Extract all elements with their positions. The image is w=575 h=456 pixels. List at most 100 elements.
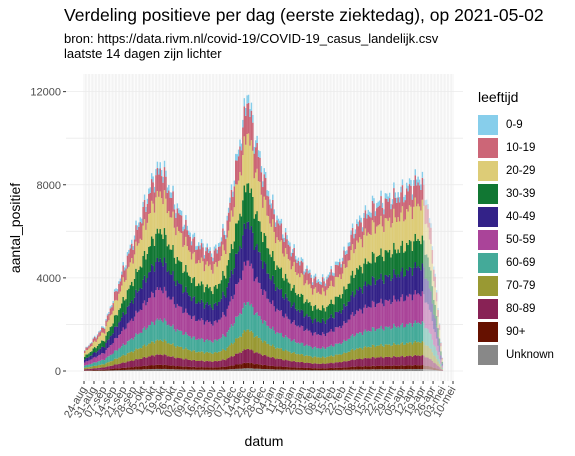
- bar-segment: [180, 306, 183, 331]
- bar-segment: [327, 332, 330, 347]
- bar-segment: [267, 248, 270, 274]
- bar-segment: [180, 369, 183, 371]
- bar-segment: [176, 357, 179, 366]
- bar-segment: [235, 253, 237, 285]
- bar-segment: [428, 218, 431, 223]
- bar-segment: [84, 365, 86, 368]
- bar-segment: [319, 368, 321, 371]
- bar-segment: [293, 351, 295, 361]
- bar-segment: [428, 222, 431, 240]
- bar-segment: [424, 278, 426, 303]
- bar-segment: [136, 334, 139, 350]
- bar-segment: [95, 337, 97, 339]
- bar-segment: [423, 322, 425, 343]
- bar-segment: [173, 304, 176, 330]
- bar-segment: [179, 358, 181, 367]
- bar-segment: [427, 357, 429, 366]
- bar-segment: [299, 312, 301, 328]
- bar-segment: [156, 161, 159, 168]
- bar-segment: [249, 266, 251, 306]
- bar-segment: [172, 356, 174, 366]
- bar-segment: [287, 367, 290, 370]
- bar-segment: [163, 339, 166, 355]
- bar-segment: [122, 296, 124, 313]
- y-tick-label: 0: [55, 366, 61, 378]
- bar-segment: [361, 293, 364, 314]
- bar-segment: [360, 348, 362, 359]
- bar-segment: [247, 362, 250, 369]
- bar-segment: [192, 366, 194, 370]
- bar-segment: [434, 356, 436, 364]
- bar-segment: [388, 365, 391, 370]
- bar-segment: [96, 334, 99, 336]
- bar-segment: [427, 227, 429, 258]
- bar-segment: [205, 247, 207, 252]
- bar-segment: [316, 348, 318, 358]
- bar-segment: [126, 306, 129, 324]
- bar-segment: [351, 348, 354, 360]
- bar-segment: [189, 336, 191, 351]
- bar-segment: [397, 326, 399, 345]
- bar-segment: [118, 363, 120, 369]
- bar-segment: [133, 254, 136, 279]
- bar-segment: [217, 367, 220, 370]
- bar-segment: [356, 240, 358, 268]
- bar-segment: [404, 365, 407, 370]
- bar-segment: [319, 293, 321, 310]
- bar-segment: [183, 292, 186, 313]
- bar-segment: [99, 354, 102, 361]
- bar-segment: [196, 263, 199, 286]
- bar-segment: [351, 223, 354, 228]
- bar-segment: [381, 202, 384, 208]
- bar-segment: [333, 286, 335, 305]
- bar-segment: [206, 339, 208, 352]
- bar-segment: [286, 350, 288, 361]
- y-axis-title: aantal_positief: [7, 183, 23, 273]
- bar-segment: [165, 262, 167, 291]
- bar-segment: [230, 324, 233, 343]
- bar-segment: [108, 347, 110, 357]
- bar-segment: [242, 235, 244, 271]
- bar-segment: [280, 358, 283, 367]
- bar-segment: [260, 172, 263, 195]
- bar-segment: [202, 367, 204, 370]
- bar-segment: [185, 236, 187, 265]
- bar-segment: [397, 369, 399, 371]
- bar-segment: [162, 341, 164, 356]
- bar-segment: [213, 303, 216, 322]
- bar-segment: [239, 171, 241, 214]
- bar-segment: [233, 342, 236, 356]
- bar-segment: [126, 290, 129, 307]
- bar-segment: [334, 327, 337, 344]
- bar-segment: [233, 323, 236, 343]
- bar-segment: [156, 228, 159, 258]
- bar-segment: [93, 351, 96, 357]
- bar-segment: [344, 267, 347, 290]
- bar-segment: [112, 303, 114, 311]
- bar-segment: [404, 194, 407, 201]
- bar-segment: [126, 252, 129, 256]
- bar-segment: [203, 271, 206, 293]
- bar-segment: [116, 315, 119, 327]
- bar-segment: [383, 261, 385, 284]
- bar-segment: [287, 338, 290, 352]
- bar-segment: [240, 368, 243, 371]
- bar-segment: [169, 274, 171, 300]
- bar-segment: [337, 261, 340, 266]
- bar-segment: [235, 284, 237, 317]
- bar-segment: [309, 272, 311, 284]
- bar-segment: [138, 222, 140, 227]
- bar-segment: [273, 346, 275, 359]
- bar-segment: [178, 283, 180, 306]
- bar-segment: [125, 280, 127, 300]
- bar-segment: [230, 189, 233, 211]
- bar-segment: [173, 227, 176, 258]
- bar-segment: [326, 279, 328, 290]
- bar-segment: [243, 185, 246, 224]
- bar-segment: [252, 114, 254, 123]
- bar-segment: [425, 204, 428, 224]
- bar-segment: [373, 203, 375, 223]
- bar-segment: [348, 367, 351, 370]
- bar-segment: [405, 355, 408, 366]
- bar-segment: [383, 366, 385, 370]
